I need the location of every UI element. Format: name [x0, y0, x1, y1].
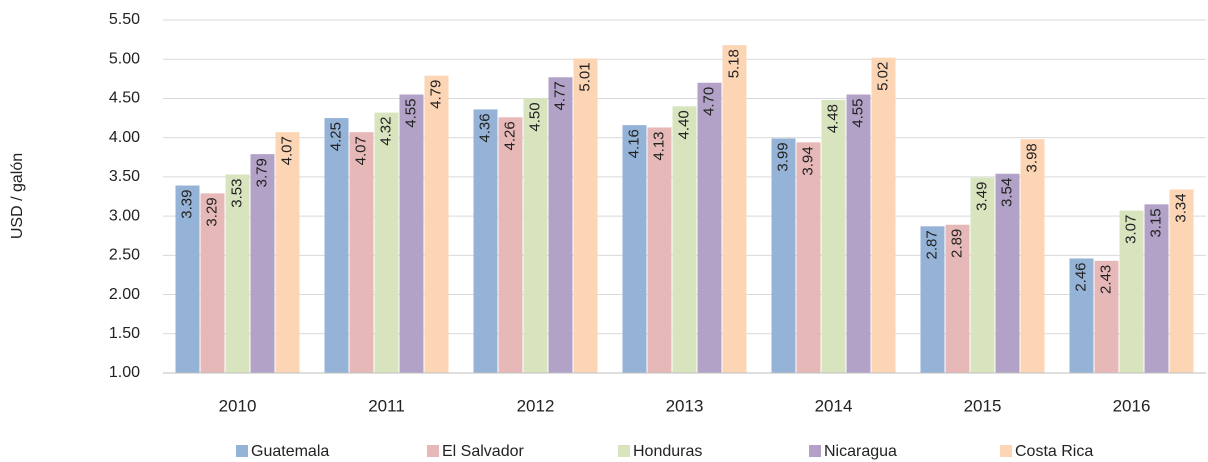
value-label: 3.34	[1172, 193, 1189, 222]
x-tick-label: 2012	[517, 396, 555, 415]
value-label: 2.43	[1097, 265, 1114, 294]
value-label: 4.36	[476, 113, 493, 142]
legend-swatch	[427, 445, 439, 457]
value-label: 5.02	[874, 62, 891, 91]
y-tick-label: 4.00	[109, 129, 140, 146]
value-label: 4.50	[526, 102, 543, 131]
value-label: 4.55	[849, 99, 866, 128]
bar	[374, 112, 399, 373]
bar	[871, 57, 896, 374]
value-label: 4.25	[327, 122, 344, 151]
x-tick-label: 2013	[666, 396, 704, 415]
value-label: 4.07	[352, 136, 369, 165]
bar	[697, 82, 722, 373]
legend-label: Nicaragua	[824, 443, 897, 460]
bar	[424, 75, 449, 373]
bar	[970, 177, 995, 373]
y-tick-label: 5.50	[109, 11, 140, 28]
y-tick-label: 3.00	[109, 207, 140, 224]
value-label: 3.07	[1122, 215, 1139, 244]
legend-swatch	[618, 445, 630, 457]
bar	[771, 138, 796, 373]
value-label: 3.49	[973, 182, 990, 211]
value-label: 4.48	[824, 104, 841, 133]
legend-label: Guatemala	[251, 443, 329, 460]
x-tick-label: 2016	[1113, 396, 1151, 415]
y-tick-label: 1.50	[109, 325, 140, 342]
value-label: 3.54	[998, 178, 1015, 207]
bar	[1119, 210, 1144, 373]
x-tick-label: 2015	[964, 396, 1002, 415]
value-label: 4.40	[675, 110, 692, 139]
legend-label: Honduras	[633, 443, 702, 460]
value-label: 3.15	[1147, 208, 1164, 237]
bar	[995, 173, 1020, 373]
bar	[647, 127, 672, 373]
y-tick-label: 5.00	[109, 50, 140, 67]
legend-swatch	[809, 445, 821, 457]
bar	[275, 132, 300, 373]
y-tick-label: 4.50	[109, 90, 140, 107]
value-label: 4.26	[501, 121, 518, 150]
value-label: 2.87	[923, 230, 940, 259]
y-tick-label: 3.50	[109, 168, 140, 185]
y-axis-label: USD / galón	[9, 153, 26, 239]
value-label: 3.98	[1023, 143, 1040, 172]
bar	[399, 94, 424, 374]
value-label: 3.53	[228, 179, 245, 208]
bar	[1144, 204, 1169, 373]
value-label: 4.32	[377, 117, 394, 146]
y-tick-label: 2.00	[109, 286, 140, 303]
bar	[1020, 139, 1045, 373]
value-label: 4.16	[625, 129, 642, 158]
bar	[324, 118, 349, 373]
x-tick-label: 2010	[219, 396, 257, 415]
x-tick-label: 2011	[368, 396, 405, 415]
bar	[250, 154, 275, 373]
bar	[1069, 258, 1094, 373]
bar	[796, 142, 821, 373]
value-label: 3.94	[799, 146, 816, 175]
value-label: 5.01	[576, 62, 593, 91]
bar	[548, 77, 573, 374]
value-label: 5.18	[725, 49, 742, 78]
x-tick-label: 2014	[815, 396, 853, 415]
bar	[622, 125, 647, 373]
bar	[672, 106, 697, 374]
bar	[846, 94, 871, 374]
value-label: 4.55	[402, 99, 419, 128]
bar	[498, 117, 523, 373]
value-label: 3.39	[178, 190, 195, 219]
value-label: 4.07	[278, 136, 295, 165]
y-tick-label: 2.50	[109, 247, 140, 264]
bar	[1169, 189, 1194, 373]
bar	[473, 109, 498, 373]
bar	[821, 100, 846, 373]
y-tick-label: 1.00	[109, 364, 140, 381]
legend-swatch	[1000, 445, 1012, 457]
value-label: 3.29	[203, 197, 220, 226]
bar	[523, 98, 548, 373]
value-label: 2.46	[1072, 262, 1089, 291]
value-label: 3.99	[774, 142, 791, 171]
legend-label: El Salvador	[442, 443, 524, 460]
value-label: 4.70	[700, 87, 717, 116]
bar	[200, 193, 225, 373]
bar	[573, 58, 598, 374]
legend-swatch	[236, 445, 248, 457]
legend-label: Costa Rica	[1015, 443, 1093, 460]
value-label: 3.79	[253, 158, 270, 187]
value-label: 4.77	[551, 81, 568, 110]
value-label: 4.79	[427, 80, 444, 109]
bar	[920, 226, 945, 373]
value-label: 2.89	[948, 229, 965, 258]
bar	[945, 224, 970, 373]
bar	[225, 174, 250, 373]
bar	[722, 45, 747, 373]
bar	[1094, 260, 1119, 373]
value-label: 4.13	[650, 131, 667, 160]
bar	[349, 132, 374, 373]
bar	[175, 185, 200, 373]
